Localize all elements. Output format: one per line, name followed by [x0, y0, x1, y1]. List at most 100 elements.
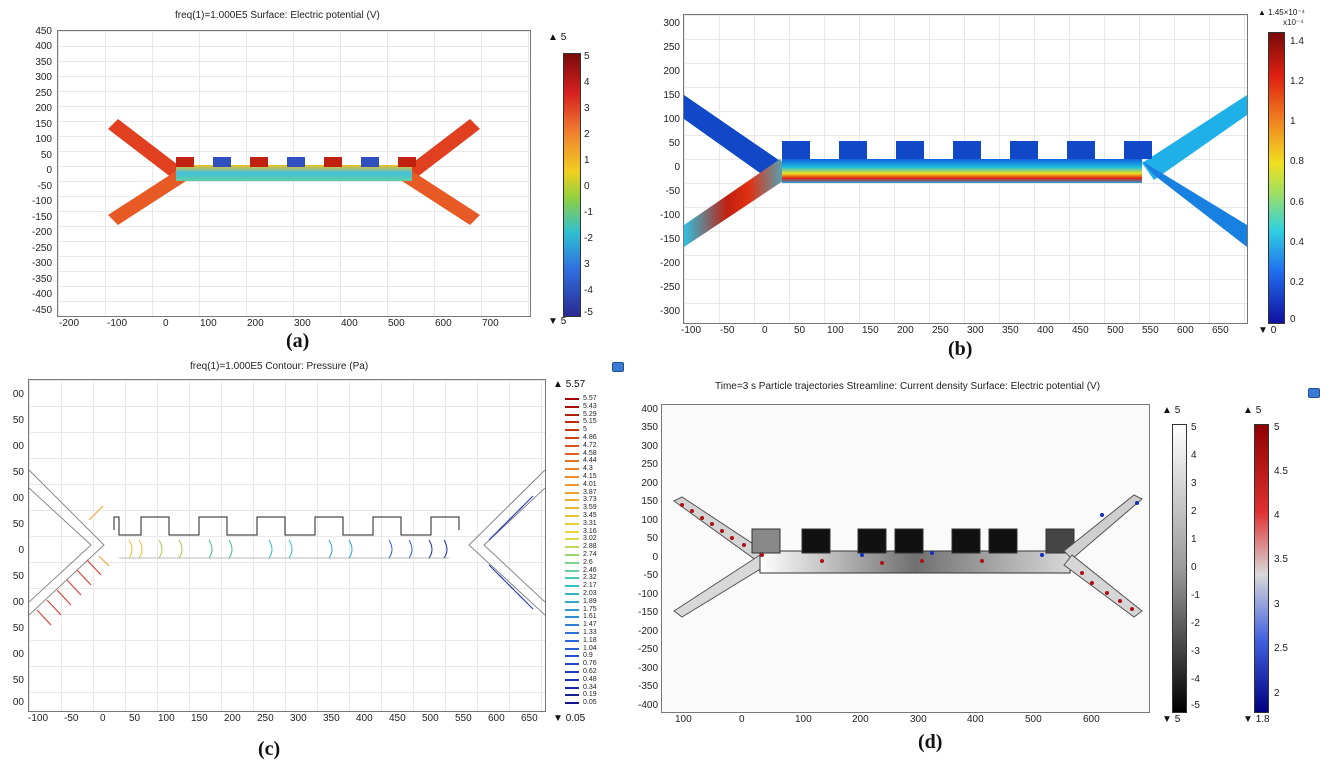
- y-tick: -300: [31, 258, 52, 269]
- cbar-tick: -1: [1191, 590, 1200, 601]
- x-tick: 200: [224, 713, 241, 724]
- contour-level-label: 0.48: [583, 675, 597, 683]
- y-tick: -100: [637, 589, 658, 600]
- y-tick: 200: [663, 66, 680, 77]
- panel-a-y-axis: 450 400 350 300 250 200 150 100 50 0 -50…: [0, 26, 52, 316]
- contour-level-label: 4.15: [583, 473, 597, 480]
- cbar-tick: 5: [1191, 422, 1197, 433]
- contour-level-swatch: [565, 522, 579, 529]
- panel-d-label: (d): [918, 731, 943, 753]
- cbar-min-value: 5: [1174, 714, 1181, 725]
- cbar-tick: 2: [1274, 688, 1280, 699]
- y-tick: 400: [641, 404, 658, 415]
- cbar-tick: 3: [584, 103, 590, 114]
- contour-level-swatch: [565, 554, 579, 560]
- x-tick: 600: [435, 318, 452, 329]
- contour-level-swatch: [565, 429, 579, 435]
- cbar-tick: -4: [584, 285, 593, 296]
- contour-level-label: 4.01: [583, 480, 597, 488]
- panel-b-colorbar: [1268, 32, 1285, 324]
- contour-level-swatch: [565, 437, 579, 443]
- x-tick: 400: [341, 318, 358, 329]
- panel-b-x-axis: -100 -50 0 50 100 150 200 250 300 350 40…: [681, 325, 1246, 339]
- contour-level-swatch: [565, 632, 579, 638]
- y-tick: 00: [12, 697, 24, 708]
- y-tick: -300: [637, 663, 658, 674]
- contour-level-swatch: [565, 678, 579, 685]
- contour-level-swatch: [565, 600, 579, 607]
- panel-b-cbar-min: ▼ 0: [1258, 325, 1277, 336]
- contour-level-label: 0.9: [583, 652, 593, 660]
- y-tick: 0: [46, 165, 52, 176]
- cbar-tick: 2: [584, 129, 590, 140]
- x-tick: 0: [163, 318, 169, 329]
- panel-b-label: (b): [948, 338, 973, 360]
- x-tick: 100: [200, 318, 217, 329]
- export-icon[interactable]: [612, 362, 624, 372]
- x-tick: 600: [488, 713, 505, 724]
- panel-d-y-axis: 400 350 300 250 200 150 100 50 0 -50 -10…: [620, 404, 658, 711]
- y-tick: -100: [31, 196, 52, 207]
- panel-a-cbar-min: ▼ 5: [548, 316, 567, 327]
- cbar-tick: 5: [584, 51, 590, 62]
- contour-level-label: 1.18: [583, 636, 597, 644]
- cbar-tick: 2.5: [1274, 643, 1288, 654]
- panel-d-gray-cbar-max: ▲ 5: [1162, 405, 1181, 416]
- x-tick: 650: [521, 713, 538, 724]
- contour-level-swatch: [565, 608, 579, 615]
- contour-level-swatch: [565, 468, 579, 474]
- y-tick: 00: [12, 389, 24, 400]
- panel-d-color-colorbar: [1254, 424, 1269, 713]
- y-tick: -150: [637, 607, 658, 618]
- contour-level-label: 3.73: [583, 496, 597, 504]
- contour-level-swatch: [565, 663, 579, 669]
- y-tick: 50: [12, 415, 24, 426]
- panel-d-color-colorbar-ticks: 5 4.5 4 3.5 3 2.5 2: [1274, 422, 1304, 711]
- cbar-tick: 0.4: [1290, 237, 1304, 248]
- y-tick: -150: [31, 212, 52, 223]
- y-tick: 250: [641, 459, 658, 470]
- x-tick: -100: [681, 325, 702, 336]
- cbar-tick: 1.4: [1290, 36, 1304, 47]
- cbar-tick: 1: [584, 155, 590, 166]
- cbar-tick: 2: [1191, 506, 1197, 517]
- y-tick: 0: [18, 545, 24, 556]
- y-tick: -250: [659, 282, 680, 293]
- x-tick: 200: [897, 325, 914, 336]
- y-tick: 50: [12, 675, 24, 686]
- contour-level-label: 2.74: [583, 551, 597, 558]
- panel-b-colorbar-ticks: 1.4 1.2 1 0.8 0.6 0.4 0.2 0: [1290, 32, 1320, 325]
- panel-d-gray-colorbar: [1172, 424, 1187, 713]
- x-tick: 250: [257, 713, 274, 724]
- panel-b-device: [684, 95, 1247, 247]
- contour-level-label: 3.02: [583, 535, 597, 543]
- y-tick: 100: [641, 515, 658, 526]
- contour-level-label: 1.47: [583, 621, 597, 629]
- contour-level-swatch: [565, 561, 579, 568]
- panel-c-cbar-max: ▲ 5.57: [553, 379, 586, 390]
- contour-level-label: 4.44: [583, 457, 597, 465]
- x-tick: 250: [932, 325, 949, 336]
- contour-level-label: 2.32: [583, 574, 597, 582]
- contour-level-swatch: [565, 686, 579, 693]
- x-tick: 0: [739, 714, 745, 725]
- cbar-tick: -3: [1191, 646, 1200, 657]
- panel-a-label: (a): [286, 330, 310, 352]
- y-tick: 250: [35, 88, 52, 99]
- cbar-tick: -2: [1191, 618, 1200, 629]
- contour-level-swatch: [565, 694, 579, 700]
- x-tick: -50: [720, 325, 735, 336]
- cbar-tick: 0.8: [1290, 156, 1304, 167]
- panel-a-cbar-max: ▲ 5: [548, 32, 567, 43]
- contour-level-swatch: [565, 655, 579, 661]
- y-tick: 350: [641, 422, 658, 433]
- cbar-tick: 4: [1191, 450, 1197, 461]
- y-tick: -150: [659, 234, 680, 245]
- export-icon[interactable]: [1308, 388, 1320, 398]
- contour-level-swatch: [565, 398, 579, 404]
- x-tick: -50: [64, 713, 79, 724]
- y-tick: 400: [35, 41, 52, 52]
- cbar-tick: -2: [584, 233, 593, 244]
- contour-level-swatch: [565, 507, 579, 513]
- panel-a-title: freq(1)=1.000E5 Surface: Electric potent…: [175, 10, 380, 21]
